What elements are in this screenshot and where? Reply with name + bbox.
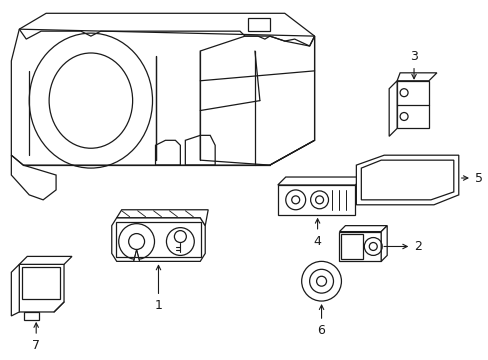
Bar — [247, 18, 269, 31]
Polygon shape — [388, 81, 396, 136]
Text: 4: 4 — [313, 219, 321, 248]
Polygon shape — [133, 249, 139, 261]
Polygon shape — [112, 218, 205, 261]
Text: 1: 1 — [154, 265, 162, 312]
Text: 2: 2 — [383, 240, 421, 253]
Polygon shape — [19, 264, 64, 312]
Bar — [339, 231, 381, 261]
Polygon shape — [396, 73, 436, 81]
Polygon shape — [356, 155, 458, 205]
Polygon shape — [11, 264, 19, 316]
Polygon shape — [339, 226, 386, 231]
Polygon shape — [24, 312, 39, 320]
Polygon shape — [117, 210, 208, 226]
Text: 6: 6 — [317, 305, 325, 337]
Polygon shape — [381, 226, 386, 261]
Polygon shape — [19, 256, 72, 264]
Text: 7: 7 — [32, 323, 40, 352]
Text: 5: 5 — [461, 171, 482, 185]
Bar — [341, 234, 363, 260]
Bar — [396, 81, 428, 129]
Polygon shape — [361, 160, 453, 200]
Polygon shape — [277, 177, 363, 185]
Bar — [277, 185, 355, 215]
Bar — [22, 267, 60, 299]
Text: 3: 3 — [409, 50, 417, 79]
